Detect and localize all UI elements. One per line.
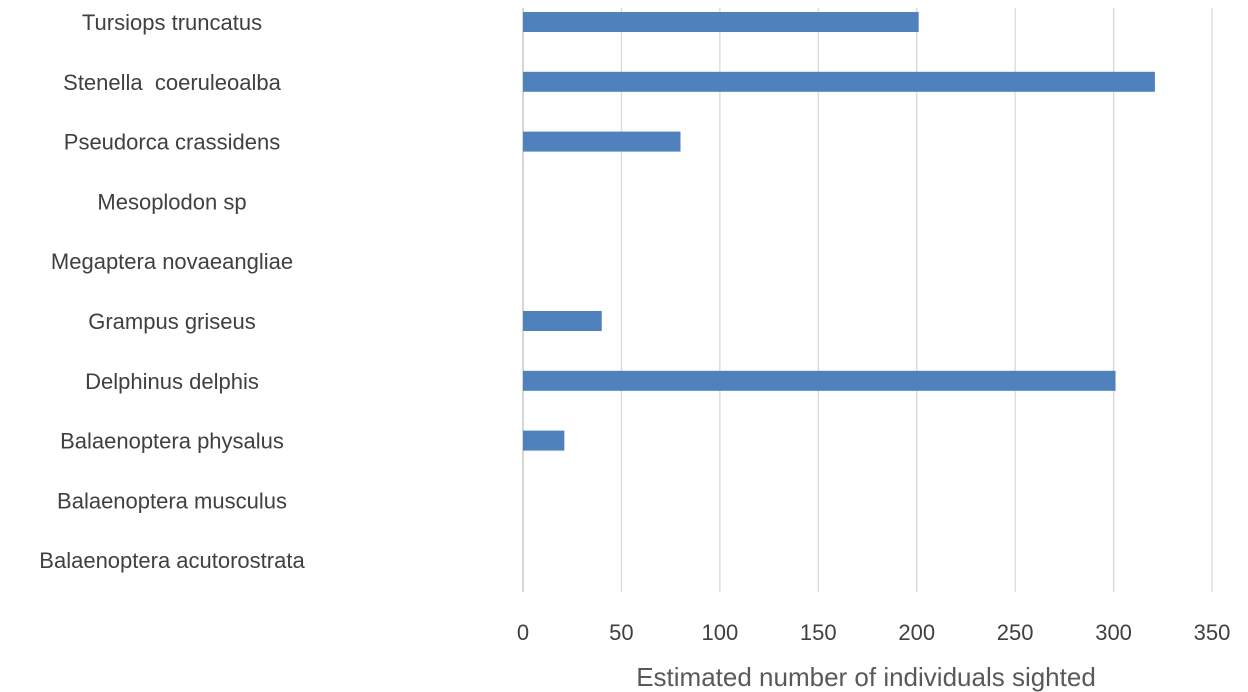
x-tick-label: 150 (800, 620, 837, 645)
bar (523, 430, 565, 451)
category-label: Mesoplodon sp (97, 189, 246, 214)
category-label: Balaenoptera physalus (60, 429, 284, 454)
x-tick-label: 50 (609, 620, 633, 645)
category-label: Delphinus delphis (85, 369, 259, 394)
tick-labels: 0 50 100 150 200 250 300 350 (517, 620, 1230, 645)
bar (523, 370, 1116, 391)
category-label: Grampus griseus (88, 309, 256, 334)
x-tick-label: 350 (1194, 620, 1231, 645)
category-label: Balaenoptera acutorostrata (39, 548, 305, 573)
x-tick-label: 300 (1095, 620, 1132, 645)
bars (523, 12, 1155, 451)
bar (523, 311, 602, 331)
gridlines (522, 8, 1213, 592)
x-axis-title: Estimated number of individuals sighted (636, 662, 1096, 692)
bar (523, 71, 1155, 92)
category-label: Tursiops truncatus (82, 10, 262, 35)
category-label: Megaptera novaeangliae (51, 249, 293, 274)
category-label: Balaenoptera musculus (57, 488, 287, 513)
category-label: Stenella coeruleoalba (63, 70, 281, 95)
category-label: Pseudorca crassidens (64, 130, 280, 155)
x-tick-label: 250 (997, 620, 1034, 645)
x-tick-label: 100 (701, 620, 738, 645)
x-tick-label: 200 (898, 620, 935, 645)
bar (523, 131, 681, 152)
x-tick-label: 0 (517, 620, 529, 645)
bar (523, 12, 919, 32)
category-labels: Tursiops truncatus Stenella coeruleoalba P… (39, 10, 305, 573)
